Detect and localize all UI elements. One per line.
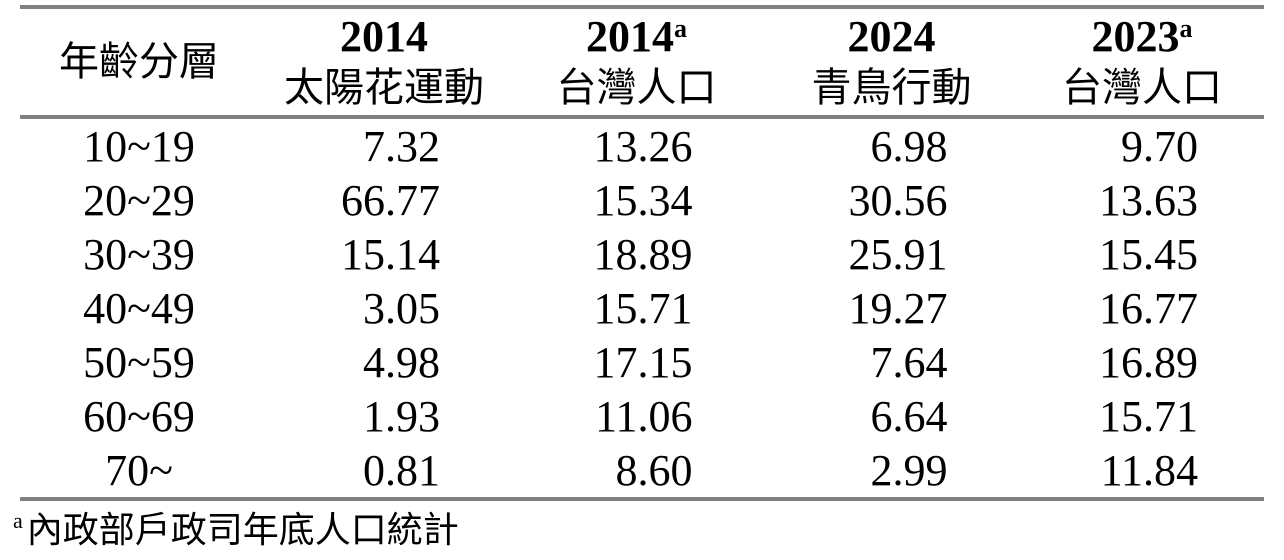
value-text: 15.71 [593,283,693,333]
table-row: 70~ 0.81 8.60 2.99 11.84 [20,443,1264,501]
value-text: 8.60 [615,445,693,495]
column-header-2014-sunflower: 2014 太陽花運動 [258,7,510,119]
value-cell: 7.64 [763,335,1020,389]
value-cell: 18.89 [510,227,763,281]
value-text: 17.15 [593,337,693,387]
value-text: 25.91 [848,229,948,279]
value-cell: 66.77 [258,173,510,227]
age-group-cell: 50~59 [83,337,195,387]
table-footnote: a 內政部戶政司年底人口統計 [13,506,459,554]
value-cell: 3.05 [258,281,510,335]
value-cell: 13.26 [510,117,763,173]
value-cell: 6.98 [763,117,1020,173]
value-text: 66.77 [341,175,440,225]
value-cell: 1.93 [258,389,510,443]
value-text: 15.45 [1099,229,1198,279]
table-row: 10~19 7.32 13.26 6.98 9.70 [20,117,1264,173]
footnote-marker-sup: a [674,14,687,43]
column-header-2014-population: 2014a 台灣人口 [510,7,763,119]
year-text: 2023 [1091,12,1180,61]
value-text: 16.77 [1099,283,1198,333]
value-text: 6.64 [870,391,948,441]
value-text: 3.05 [363,283,440,333]
year-label: 2014 [258,11,510,63]
value-text: 13.26 [593,121,693,171]
age-group-cell: 60~69 [83,391,195,441]
year-text: 2014 [586,12,674,61]
value-cell: 15.71 [1020,389,1264,443]
value-text: 1.93 [363,391,440,441]
value-cell: 15.14 [258,227,510,281]
statistics-table-area: 年齡分層 2014 太陽花運動 2014a 台灣人口 2024 青鳥行動 202… [20,5,1264,501]
footnote-marker: a [13,508,23,533]
value-cell: 11.06 [510,389,763,443]
year-text: 2024 [847,12,936,61]
table-row: 50~59 4.98 17.15 7.64 16.89 [20,335,1264,389]
value-text: 7.64 [870,337,948,387]
value-cell: 15.71 [510,281,763,335]
value-text: 15.34 [593,175,693,225]
footnote-text: 內政部戶政司年底人口統計 [26,510,459,550]
event-label: 青鳥行動 [811,65,972,110]
age-group-cell: 40~49 [83,283,195,333]
value-cell: 15.45 [1020,227,1264,281]
footnote-marker-sup: a [1179,14,1193,43]
year-label: 2014a [510,11,763,63]
value-cell: 16.77 [1020,281,1264,335]
value-text: 11.84 [1100,445,1198,495]
age-group-header-label: 年齡分層 [59,39,219,84]
value-cell: 6.64 [763,389,1020,443]
value-text: 0.81 [363,445,440,495]
value-cell: 9.70 [1020,117,1264,173]
column-header-2024-bluebird: 2024 青鳥行動 [763,7,1020,119]
value-text: 4.98 [363,337,440,387]
event-label: 台灣人口 [556,65,717,110]
value-cell: 0.81 [258,443,510,501]
table-header: 年齡分層 2014 太陽花運動 2014a 台灣人口 2024 青鳥行動 202… [20,7,1264,119]
header-row: 年齡分層 2014 太陽花運動 2014a 台灣人口 2024 青鳥行動 202… [20,7,1264,119]
age-group-cell: 10~19 [83,121,195,171]
value-cell: 16.89 [1020,335,1264,389]
column-header-age-group: 年齡分層 [20,7,258,119]
table-row: 40~49 3.05 15.71 19.27 16.77 [20,281,1264,335]
value-text: 30.56 [848,175,948,225]
value-cell: 4.98 [258,335,510,389]
table-row: 30~39 15.14 18.89 25.91 15.45 [20,227,1264,281]
year-text: 2014 [340,12,428,61]
value-text: 13.63 [1099,175,1198,225]
value-cell: 25.91 [763,227,1020,281]
value-cell: 11.84 [1020,443,1264,501]
value-text: 7.32 [363,121,440,171]
value-cell: 15.34 [510,173,763,227]
event-label: 太陽花運動 [284,65,484,110]
age-group-cell: 20~29 [83,175,195,225]
year-label: 2024 [763,11,1020,63]
value-cell: 8.60 [510,443,763,501]
column-header-2023-population: 2023a 台灣人口 [1020,7,1264,119]
table-row: 60~69 1.93 11.06 6.64 15.71 [20,389,1264,443]
value-cell: 2.99 [763,443,1020,501]
age-group-cell: 70~ [20,443,258,501]
value-text: 15.71 [1099,391,1198,441]
value-cell: 7.32 [258,117,510,173]
value-cell: 19.27 [763,281,1020,335]
value-text: 18.89 [593,229,693,279]
year-label: 2023a [1020,11,1264,63]
value-text: 9.70 [1121,121,1198,171]
event-label: 台灣人口 [1062,65,1222,110]
value-text: 16.89 [1099,337,1198,387]
value-cell: 13.63 [1020,173,1264,227]
value-text: 2.99 [870,445,948,495]
age-distribution-table: 年齡分層 2014 太陽花運動 2014a 台灣人口 2024 青鳥行動 202… [20,5,1264,501]
value-text: 6.98 [870,121,948,171]
table-body: 10~19 7.32 13.26 6.98 9.70 20~29 66.77 1… [20,117,1264,501]
value-cell: 30.56 [763,173,1020,227]
value-cell: 17.15 [510,335,763,389]
value-text: 19.27 [848,283,948,333]
age-group-cell: 30~39 [83,229,195,279]
table-row: 20~29 66.77 15.34 30.56 13.63 [20,173,1264,227]
value-text: 15.14 [341,229,440,279]
value-text: 11.06 [595,391,693,441]
